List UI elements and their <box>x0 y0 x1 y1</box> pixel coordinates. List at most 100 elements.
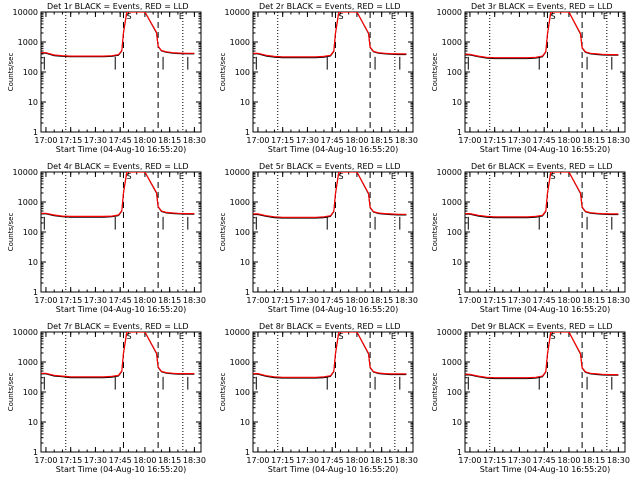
x-tick-label: 17:15 <box>59 136 82 145</box>
axes-frame <box>252 171 414 293</box>
panel-det-1: Det 1r BLACK = Events, RED = LLD 1 10 100 10… <box>7 2 206 154</box>
x-axis-label: Start Time (04-Aug-10 16:55:20) <box>480 145 611 154</box>
x-tick-label: 17:45 <box>321 456 344 465</box>
x-tick-label: 18:30 <box>395 136 418 145</box>
y-tick-label: 1000 <box>442 38 462 47</box>
x-axis-label: Start Time (04-Aug-10 16:55:20) <box>480 465 611 474</box>
x-axis-label: Start Time (04-Aug-10 16:55:20) <box>56 305 187 314</box>
x-axis-label: Start Time (04-Aug-10 16:55:20) <box>268 145 399 154</box>
end-marker: E <box>391 332 396 341</box>
x-tick-label: 17:45 <box>321 296 344 305</box>
y-tick-label: 100 <box>235 68 250 77</box>
x-tick-label: 17:15 <box>483 136 506 145</box>
y-tick-label: 10000 <box>13 328 38 337</box>
x-tick-label: 17:15 <box>483 296 506 305</box>
x-tick-label: 17:45 <box>109 136 132 145</box>
x-tick-label: 17:00 <box>458 456 481 465</box>
y-tick-label: 10 <box>28 258 38 267</box>
y-tick-label: 1 <box>457 128 462 137</box>
end-marker: E <box>179 12 184 21</box>
y-tick-label: 10 <box>452 98 462 107</box>
lld-line <box>465 332 619 379</box>
x-tick-label: 17:30 <box>296 296 319 305</box>
x-tick-label: 18:00 <box>345 136 368 145</box>
y-axis-label: Counts/sec <box>431 373 439 412</box>
y-axis-label: Counts/sec <box>219 213 227 252</box>
x-tick-label: 17:45 <box>109 456 132 465</box>
x-tick-label: 18:30 <box>183 296 206 305</box>
y-tick-label: 1000 <box>230 358 250 367</box>
y-tick-label: 100 <box>447 228 462 237</box>
axes-frame <box>464 11 626 133</box>
x-tick-label: 17:45 <box>533 296 556 305</box>
x-tick-label: 18:30 <box>395 296 418 305</box>
lld-line <box>41 12 195 57</box>
lld-line <box>41 332 195 378</box>
y-tick-label: 1000 <box>442 198 462 207</box>
x-tick-label: 17:45 <box>533 456 556 465</box>
panel-det-3: Det 3r BLACK = Events, RED = LLD 1 10 100 10… <box>431 2 630 154</box>
y-tick-label: 1 <box>33 288 38 297</box>
panel-det-5: Det 5r BLACK = Events, RED = LLD 1 10 100 10… <box>219 162 418 314</box>
x-tick-label: 18:15 <box>370 456 393 465</box>
start-marker: S <box>550 12 555 21</box>
x-tick-label: 18:00 <box>557 296 580 305</box>
x-axis-label: Start Time (04-Aug-10 16:55:20) <box>56 145 187 154</box>
start-marker: S <box>338 12 343 21</box>
panel-title: Det 6r BLACK = Events, RED = LLD <box>471 162 613 171</box>
x-tick-label: 17:30 <box>508 136 531 145</box>
lld-line <box>253 172 407 218</box>
y-tick-label: 1 <box>245 448 250 457</box>
y-tick-label: 10000 <box>13 168 38 177</box>
y-tick-label: 10 <box>240 258 250 267</box>
x-axis-label: Start Time (04-Aug-10 16:55:20) <box>480 305 611 314</box>
axes-frame <box>40 171 202 293</box>
lld-line <box>253 332 407 378</box>
panel-title: Det 7r BLACK = Events, RED = LLD <box>47 322 189 331</box>
panel-det-8: Det 8r BLACK = Events, RED = LLD 1 10 100 10… <box>219 322 418 474</box>
x-tick-label: 17:15 <box>59 456 82 465</box>
end-marker: E <box>391 12 396 21</box>
y-tick-label: 1000 <box>18 38 38 47</box>
x-tick-label: 18:00 <box>557 456 580 465</box>
x-tick-label: 18:15 <box>158 136 181 145</box>
events-line <box>465 12 619 60</box>
x-tick-label: 18:00 <box>345 456 368 465</box>
y-tick-label: 1000 <box>18 198 38 207</box>
lld-line <box>465 12 619 59</box>
panel-title: Det 4r BLACK = Events, RED = LLD <box>47 162 189 171</box>
end-marker: E <box>179 332 184 341</box>
y-tick-label: 10000 <box>437 328 462 337</box>
x-tick-label: 17:15 <box>271 456 294 465</box>
lld-line <box>253 12 407 58</box>
y-axis-label: Counts/sec <box>431 53 439 92</box>
x-tick-label: 17:45 <box>533 136 556 145</box>
panel-det-9: Det 9r BLACK = Events, RED = LLD 1 10 100 10… <box>431 322 630 474</box>
panel-title: Det 9r BLACK = Events, RED = LLD <box>471 322 613 331</box>
y-axis-label: Counts/sec <box>7 373 15 412</box>
x-tick-label: 18:15 <box>582 296 605 305</box>
y-tick-label: 1000 <box>230 38 250 47</box>
y-tick-label: 10 <box>452 258 462 267</box>
lld-line <box>41 172 195 217</box>
start-marker: S <box>338 332 343 341</box>
x-tick-label: 18:00 <box>133 136 156 145</box>
y-tick-label: 10 <box>28 418 38 427</box>
panel-title: Det 8r BLACK = Events, RED = LLD <box>259 322 401 331</box>
panel-det-7: Det 7r BLACK = Events, RED = LLD 1 10 100 10… <box>7 322 206 474</box>
y-axis-label: Counts/sec <box>7 213 15 252</box>
x-tick-label: 18:00 <box>133 296 156 305</box>
events-line <box>465 332 619 380</box>
y-axis-label: Counts/sec <box>219 373 227 412</box>
x-tick-label: 18:15 <box>582 456 605 465</box>
x-axis-label: Start Time (04-Aug-10 16:55:20) <box>56 465 187 474</box>
y-tick-label: 10000 <box>437 8 462 17</box>
events-line <box>41 12 195 58</box>
y-tick-label: 1000 <box>18 358 38 367</box>
y-tick-label: 10 <box>240 418 250 427</box>
end-marker: E <box>603 172 608 181</box>
events-line <box>253 172 407 219</box>
panel-det-2: Det 2r BLACK = Events, RED = LLD 1 10 100 10… <box>219 2 418 154</box>
x-tick-label: 17:00 <box>246 296 269 305</box>
